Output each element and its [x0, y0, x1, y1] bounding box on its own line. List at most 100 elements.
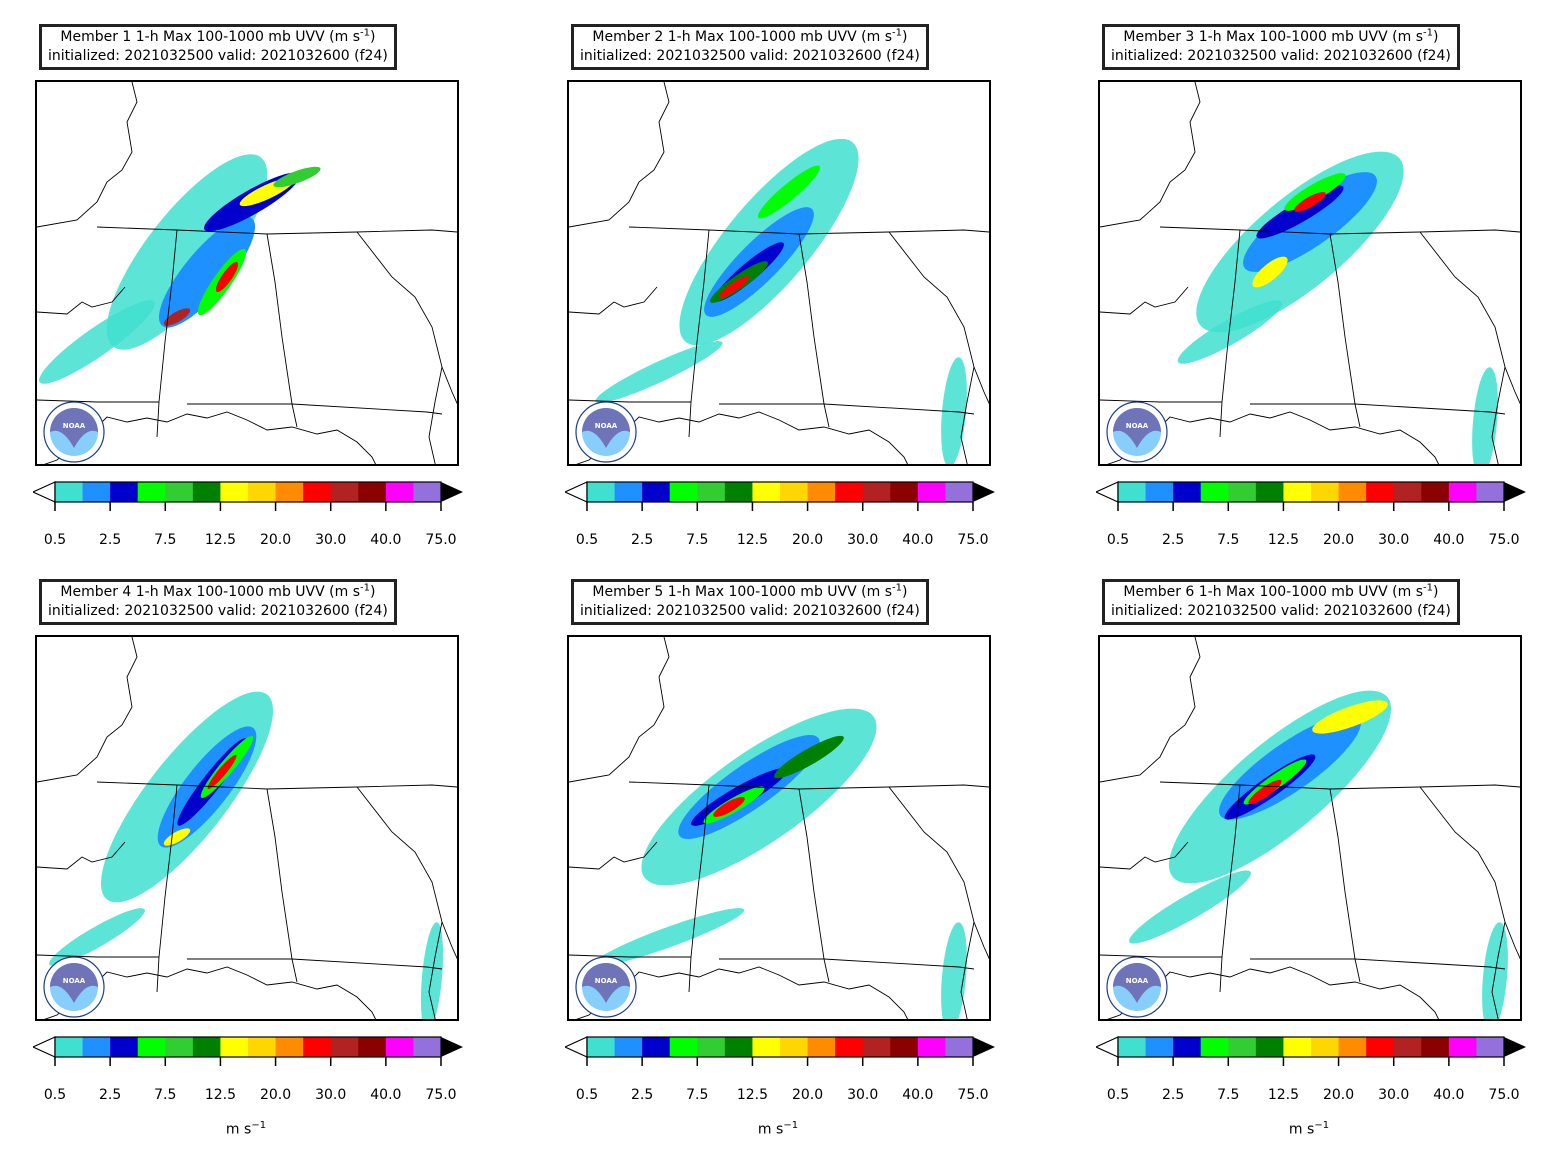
- colorbar-swatch: [890, 482, 919, 502]
- colorbar-swatch: [780, 1037, 808, 1057]
- colorbar: [1096, 1036, 1526, 1066]
- colorbar-swatch: [275, 1037, 304, 1057]
- colorbar-tick-label: 0.5: [43, 1087, 67, 1103]
- colorbar: [565, 481, 995, 511]
- colorbar-swatch: [724, 1037, 753, 1057]
- colorbar-swatch: [220, 482, 249, 502]
- logo-text: NOAA: [1126, 422, 1149, 430]
- unit-label: m s: [866, 584, 892, 600]
- unit-exponent: -1: [892, 27, 902, 39]
- colorbar-swatch: [303, 482, 332, 502]
- panel-member-4: Member 4 1-h Max 100-1000 mb UVV (m s-1)…: [3, 555, 473, 1115]
- colorbar-swatch: [1311, 482, 1339, 502]
- colorbar-swatch: [945, 1037, 974, 1057]
- colorbar-tick-label: 20.0: [259, 532, 292, 548]
- field-label: 1-h Max 100-1000 mb UVV (: [131, 29, 335, 45]
- panel-title-line2: initialized: 2021032500 valid: 202103260…: [580, 48, 920, 64]
- panel-title-line1: Member 1 1-h Max 100-1000 mb UVV (m s-1): [60, 27, 376, 45]
- uvv-field: [1177, 151, 1498, 464]
- colorbar-tick-label: 12.5: [1267, 532, 1300, 548]
- colorbar-tick-label: 2.5: [99, 1087, 122, 1103]
- uvv-contour: [39, 300, 155, 384]
- colorbar-swatch: [1448, 482, 1477, 502]
- map-svg: NOAA: [1100, 82, 1520, 464]
- colorbar: [33, 1036, 463, 1066]
- state-outlines: [569, 637, 989, 1019]
- boundary-line: [156, 229, 178, 438]
- colorbar-swatch: [1366, 482, 1395, 502]
- colorbar-tick-label: 2.5: [631, 1087, 654, 1103]
- map-frame: NOAA: [567, 80, 991, 466]
- colorbar-swatch: [82, 482, 111, 502]
- colorbar-swatch: [330, 482, 359, 502]
- colorbar-tick-label: 30.0: [1378, 532, 1410, 548]
- colorbar-swatch: [1200, 1037, 1229, 1057]
- uvv-contour: [1129, 870, 1251, 944]
- unit-label: m s: [866, 29, 892, 45]
- panel-title: Member 4 1-h Max 100-1000 mb UVV (m s-1)…: [39, 579, 397, 625]
- colorbar-tick-label: 2.5: [1162, 1087, 1185, 1103]
- member-label: Member 6: [1123, 584, 1195, 600]
- boundary-line: [37, 954, 159, 958]
- panel-member-2: Member 2 1-h Max 100-1000 mb UVV (m s-1)…: [535, 0, 1005, 560]
- colorbar-tick-label: 75.0: [425, 532, 457, 548]
- boundary-line: [1100, 637, 1201, 783]
- colorbar-swatch: [917, 1037, 946, 1057]
- boundary-line: [888, 231, 989, 405]
- map-svg: NOAA: [37, 82, 457, 464]
- boundary-line: [1100, 399, 1222, 403]
- colorbar-tick-label: 20.0: [1322, 1087, 1355, 1103]
- boundary-line: [569, 286, 658, 315]
- colorbar-swatch: [110, 482, 139, 502]
- member-label: Member 3: [1123, 29, 1195, 45]
- boundary-line: [719, 403, 975, 415]
- boundary-line: [1250, 403, 1506, 415]
- noaa-logo-icon: NOAA: [575, 401, 637, 463]
- uvv-contour: [774, 735, 844, 779]
- colorbar-swatch: [945, 482, 974, 502]
- colorbar-tick-label: 30.0: [315, 1087, 347, 1103]
- boundary-line: [156, 784, 178, 993]
- colorbar-tick-label: 30.0: [847, 532, 879, 548]
- colorbar-tick-label: 75.0: [425, 1087, 457, 1103]
- colorbar-swatch: [1393, 482, 1422, 502]
- colorbar-tick-label: 12.5: [736, 1087, 769, 1103]
- colorbar-swatch: [1476, 482, 1505, 502]
- colorbar-swatch: [614, 482, 643, 502]
- logo-text: NOAA: [63, 422, 86, 430]
- colorbar-tick-label: 40.0: [1433, 532, 1465, 548]
- colorbar-tick-label: 2.5: [99, 532, 122, 548]
- colorbar-units-label-2: m s−1: [757, 1120, 799, 1138]
- field-label: 1-h Max 100-1000 mb UVV (: [663, 29, 867, 45]
- state-outlines: [1100, 637, 1520, 1019]
- colorbar-swatch: [275, 482, 304, 502]
- colorbar-swatch: [330, 1037, 359, 1057]
- field-label: 1-h Max 100-1000 mb UVV (: [663, 584, 867, 600]
- colorbar-tick-label: 7.5: [154, 1087, 177, 1103]
- unit-label: m s: [334, 584, 360, 600]
- field-label: 1-h Max 100-1000 mb UVV (: [131, 584, 335, 600]
- colorbar-swatch: [1476, 1037, 1505, 1057]
- colorbar-swatch: [669, 482, 698, 502]
- map-frame: NOAA: [35, 635, 459, 1021]
- colorbar-swatch: [780, 482, 808, 502]
- boundary-line: [1100, 841, 1189, 870]
- panel-title-line1: Member 3 1-h Max 100-1000 mb UVV (m s-1): [1123, 27, 1439, 45]
- member-label: Member 2: [592, 29, 664, 45]
- colorbar-over-extend: [973, 1037, 995, 1057]
- boundary-line: [798, 233, 830, 428]
- noaa-logo-icon: NOAA: [43, 401, 105, 463]
- state-outlines: [37, 82, 457, 464]
- map-svg: NOAA: [569, 637, 989, 1019]
- uvv-contour: [757, 165, 821, 219]
- colorbar-swatch: [358, 482, 387, 502]
- member-label: Member 4: [60, 584, 132, 600]
- colorbar-swatch: [1145, 1037, 1174, 1057]
- boundary-line: [1419, 786, 1520, 960]
- colorbar-tick-label: 20.0: [259, 1087, 292, 1103]
- colorbar-tick-label: 7.5: [154, 532, 177, 548]
- state-outlines: [1100, 82, 1520, 464]
- uvv-contour: [1243, 172, 1377, 272]
- uvv-contour: [1284, 173, 1346, 211]
- uvv-contour: [1472, 367, 1498, 464]
